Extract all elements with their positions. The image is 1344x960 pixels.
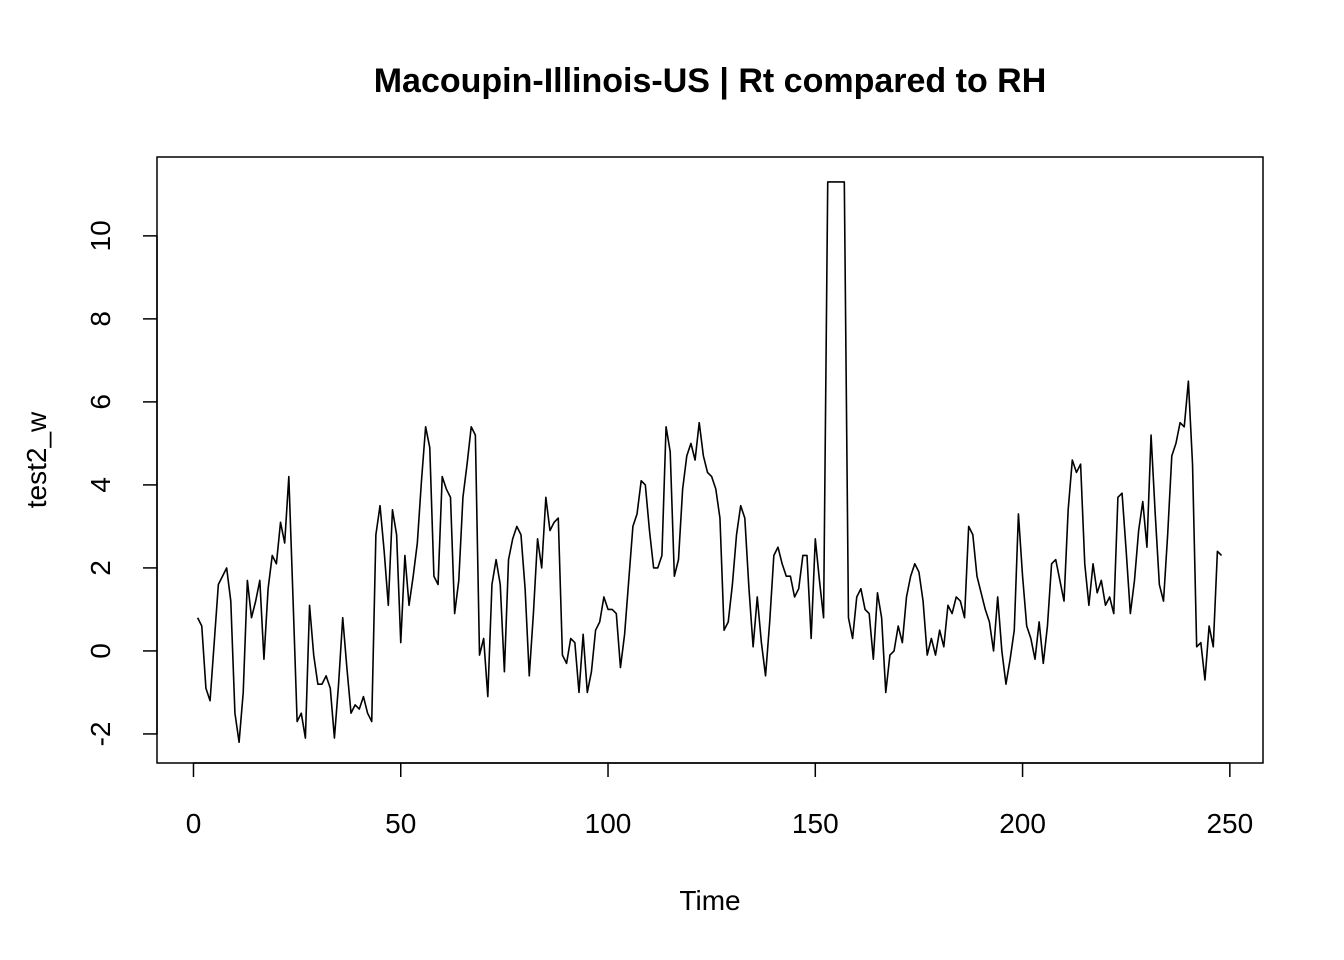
x-tick-label: 100 xyxy=(585,808,632,839)
y-tick-label: 2 xyxy=(85,560,116,576)
x-tick-label: 50 xyxy=(385,808,416,839)
y-tick-label: 0 xyxy=(85,643,116,659)
series-line xyxy=(196,181,1223,744)
y-tick-label: 6 xyxy=(85,394,116,410)
y-axis: -2 0 2 4 6 8 10 xyxy=(85,220,158,746)
plot-frame xyxy=(156,156,1264,764)
y-tick-label: -2 xyxy=(85,721,116,746)
x-tick-label: 200 xyxy=(999,808,1046,839)
x-tick-label: 250 xyxy=(1206,808,1253,839)
y-tick-label: 4 xyxy=(85,477,116,493)
x-axis: 0 50 100 150 200 250 xyxy=(186,762,1253,839)
y-tick-label: 10 xyxy=(85,220,116,251)
y-axis-label: test2_w xyxy=(21,411,52,508)
y-tick-label: 8 xyxy=(85,311,116,327)
chart-title: Macoupin-Illinois-US | Rt compared to RH xyxy=(374,62,1047,100)
x-axis-label: Time xyxy=(679,885,740,916)
x-tick-label: 0 xyxy=(186,808,202,839)
x-tick-label: 150 xyxy=(792,808,839,839)
